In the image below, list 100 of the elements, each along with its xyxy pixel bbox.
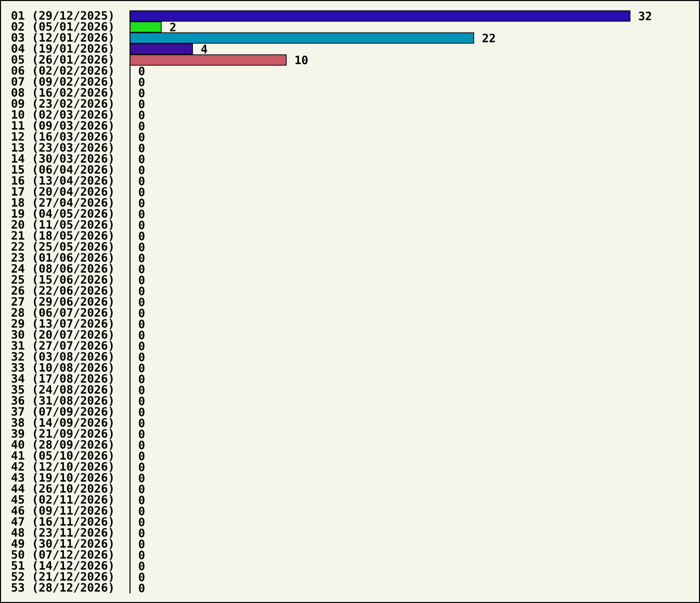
data-label: 0: [138, 364, 144, 372]
data-label: 0: [138, 264, 144, 274]
data-label: 0: [138, 540, 144, 548]
y-tick-label: 49 (30/11/2026): [12, 538, 113, 550]
y-tick-label: 23 (01/06/2026): [12, 252, 113, 264]
y-tick-label: 35 (24/08/2026): [12, 384, 113, 396]
data-label: 0: [138, 242, 144, 252]
data-label: 0: [138, 308, 144, 318]
data-label: 0: [138, 518, 144, 526]
data-label: 0: [138, 320, 144, 328]
data-label: 0: [138, 122, 144, 130]
y-tick-label: 15 (06/04/2026): [12, 164, 113, 176]
data-label: 0: [138, 462, 144, 472]
y-tick-label: 28 (06/07/2026): [12, 308, 113, 318]
data-label: 0: [138, 418, 144, 428]
y-tick-label: 12 (16/03/2026): [12, 132, 113, 142]
data-label: 4: [201, 44, 208, 54]
y-tick-label: 39 (21/09/2026): [12, 428, 113, 440]
y-tick-label: 02 (05/01/2026): [12, 22, 113, 32]
y-tick-label: 20 (11/05/2026): [12, 220, 113, 230]
y-tick-label: 42 (12/10/2026): [12, 462, 113, 472]
data-label: 0: [138, 166, 144, 174]
y-tick-label: 01 (29/12/2025): [12, 10, 113, 22]
y-tick-label: 26 (22/06/2026): [12, 286, 113, 296]
data-label: 0: [138, 78, 144, 86]
y-tick-label: 48 (23/11/2026): [12, 528, 113, 538]
y-tick-label: 13 (23/03/2026): [12, 142, 113, 154]
data-label: 0: [138, 484, 144, 494]
y-tick-label: 52 (21/12/2026): [12, 572, 113, 582]
y-tick-label: 03 (12/01/2026): [12, 32, 113, 44]
y-tick-label: 43 (19/10/2026): [12, 472, 113, 484]
y-tick-label: 44 (26/10/2026): [12, 484, 113, 494]
y-tick-label: 36 (31/08/2026): [12, 396, 113, 406]
data-label: 0: [138, 276, 144, 284]
data-label: 2: [170, 22, 176, 32]
y-tick-label: 18 (27/04/2026): [12, 198, 113, 208]
data-label: 0: [138, 506, 144, 516]
y-tick-label: 22 (25/05/2026): [12, 242, 113, 252]
y-tick-label: 47 (16/11/2026): [12, 516, 113, 528]
y-tick-label: 11 (09/03/2026): [12, 120, 113, 132]
data-label: 0: [138, 210, 144, 218]
y-tick-label: 09 (23/02/2026): [12, 98, 113, 110]
data-label: 0: [138, 176, 144, 186]
data-label: 0: [138, 66, 144, 76]
y-tick-label: 50 (07/12/2026): [12, 550, 113, 560]
data-label: 0: [138, 342, 144, 350]
data-label: 0: [138, 562, 144, 570]
data-label: 0: [138, 198, 144, 208]
y-tick-label: 27 (29/06/2026): [12, 296, 113, 308]
data-label: 0: [138, 132, 144, 142]
y-tick-label: 10 (02/03/2026): [12, 110, 113, 120]
y-tick-label: 38 (14/09/2026): [12, 418, 113, 428]
data-label: 0: [138, 474, 144, 482]
data-label: 0: [138, 386, 144, 394]
y-tick-label: 34 (17/08/2026): [12, 374, 113, 384]
y-tick-label: 29 (13/07/2026): [12, 318, 113, 330]
y-tick-label: 41 (05/10/2026): [12, 450, 113, 462]
data-label: 0: [138, 286, 144, 296]
data-label: 0: [138, 408, 144, 416]
y-tick-label: 07 (09/02/2026): [12, 76, 113, 88]
y-tick-label: 33 (10/08/2026): [12, 362, 113, 374]
y-tick-label: 05 (26/01/2026): [12, 54, 113, 66]
data-label: 10: [296, 56, 308, 64]
data-label: 0: [138, 572, 144, 582]
y-tick-label: 25 (15/06/2026): [12, 274, 113, 286]
y-tick-label: 32 (03/08/2026): [12, 352, 113, 362]
y-tick-label: 46 (09/11/2026): [12, 506, 113, 516]
y-tick-label: 31 (27/07/2026): [12, 340, 113, 352]
y-tick-label: 40 (28/09/2026): [12, 440, 113, 450]
data-label: 0: [138, 330, 144, 340]
data-label: 0: [138, 452, 144, 460]
data-label: 0: [138, 188, 144, 196]
data-label: 0: [138, 220, 144, 230]
y-tick-label: 08 (16/02/2026): [12, 88, 113, 98]
data-label: 0: [138, 430, 144, 438]
data-label: 32: [638, 12, 652, 20]
y-tick-label: 19 (04/05/2026): [12, 208, 113, 220]
data-label: 0: [138, 528, 144, 538]
y-tick-label: 17 (20/04/2026): [12, 186, 113, 198]
data-label: 0: [138, 144, 144, 152]
y-tick-label: 14 (30/03/2026): [12, 154, 113, 164]
data-label: 0: [138, 496, 144, 504]
data-label: 0: [138, 100, 144, 108]
y-tick-label: 30 (20/07/2026): [12, 330, 113, 340]
data-label: 0: [138, 154, 144, 164]
data-label: 0: [138, 550, 144, 560]
data-label: 0: [138, 254, 144, 262]
data-label: 22: [482, 34, 495, 42]
data-label: 0: [138, 110, 144, 120]
data-label: 0: [138, 352, 144, 362]
data-label: 0: [138, 374, 144, 384]
data-label: 0: [138, 396, 144, 406]
y-tick-label: 45 (02/11/2026): [12, 494, 113, 506]
data-label: 0: [138, 440, 144, 450]
data-label: 0: [138, 232, 144, 240]
y-tick-label: 21 (18/05/2026): [12, 230, 113, 242]
y-tick-label: 51 (14/12/2026): [12, 560, 113, 572]
y-tick-label: 06 (02/02/2026): [12, 66, 113, 76]
y-tick-label: 53 (28/12/2026): [12, 582, 113, 594]
data-label: 0: [138, 88, 144, 98]
